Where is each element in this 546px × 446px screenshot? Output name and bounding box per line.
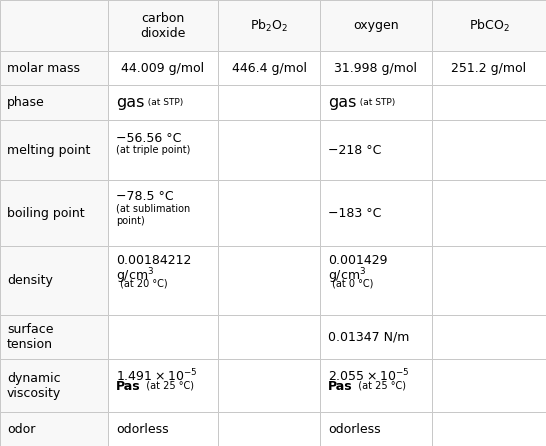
- Text: (at 25 °C): (at 25 °C): [140, 380, 194, 390]
- Text: phase: phase: [7, 96, 45, 109]
- Bar: [108, 51, 218, 85]
- Bar: [432, 246, 546, 315]
- Text: (at STP): (at STP): [142, 98, 183, 107]
- Text: surface
tension: surface tension: [7, 323, 54, 351]
- Bar: [0, 0, 108, 51]
- Text: carbon
dioxide: carbon dioxide: [140, 12, 186, 40]
- Text: Pas: Pas: [116, 380, 141, 393]
- Bar: [320, 85, 432, 120]
- Bar: [108, 246, 218, 315]
- Bar: [320, 413, 432, 446]
- Text: (at sublimation: (at sublimation: [116, 203, 190, 213]
- Text: gas: gas: [116, 95, 144, 110]
- Text: 44.009 g/mol: 44.009 g/mol: [121, 62, 205, 74]
- Text: g/cm$^3$: g/cm$^3$: [328, 266, 366, 286]
- Text: Pas: Pas: [328, 380, 353, 393]
- Bar: [218, 315, 320, 359]
- Bar: [108, 315, 218, 359]
- Text: Pb$_2$O$_2$: Pb$_2$O$_2$: [250, 17, 288, 33]
- Text: −183 °C: −183 °C: [328, 207, 381, 220]
- Text: 251.2 g/mol: 251.2 g/mol: [452, 62, 526, 74]
- Text: gas: gas: [328, 95, 357, 110]
- Bar: [320, 120, 432, 180]
- Text: 0.01347 N/m: 0.01347 N/m: [328, 331, 410, 344]
- Bar: [108, 180, 218, 246]
- Text: (at 25 °C): (at 25 °C): [352, 380, 406, 390]
- Text: point): point): [116, 216, 145, 226]
- Text: odorless: odorless: [328, 423, 381, 436]
- Text: (at 0 °C): (at 0 °C): [332, 278, 373, 289]
- Bar: [0, 315, 108, 359]
- Bar: [218, 246, 320, 315]
- Text: −56.56 °C: −56.56 °C: [116, 132, 181, 145]
- Text: odorless: odorless: [116, 423, 169, 436]
- Text: molar mass: molar mass: [7, 62, 80, 74]
- Text: odor: odor: [7, 423, 35, 436]
- Bar: [108, 0, 218, 51]
- Bar: [218, 0, 320, 51]
- Bar: [218, 85, 320, 120]
- Bar: [0, 85, 108, 120]
- Bar: [218, 413, 320, 446]
- Bar: [108, 85, 218, 120]
- Bar: [0, 180, 108, 246]
- Text: (at triple point): (at triple point): [116, 145, 191, 155]
- Bar: [320, 51, 432, 85]
- Text: g/cm$^3$: g/cm$^3$: [116, 266, 154, 286]
- Bar: [320, 0, 432, 51]
- Bar: [432, 120, 546, 180]
- Bar: [432, 359, 546, 413]
- Text: −78.5 °C: −78.5 °C: [116, 190, 174, 203]
- Bar: [320, 180, 432, 246]
- Bar: [108, 359, 218, 413]
- Bar: [432, 413, 546, 446]
- Bar: [432, 0, 546, 51]
- Text: 0.00184212: 0.00184212: [116, 254, 192, 268]
- Bar: [218, 120, 320, 180]
- Text: 31.998 g/mol: 31.998 g/mol: [335, 62, 418, 74]
- Text: $1.491\times10^{-5}$: $1.491\times10^{-5}$: [116, 368, 197, 384]
- Bar: [0, 51, 108, 85]
- Bar: [320, 315, 432, 359]
- Text: boiling point: boiling point: [7, 207, 85, 220]
- Bar: [108, 120, 218, 180]
- Text: (at 20 °C): (at 20 °C): [120, 278, 168, 289]
- Bar: [0, 120, 108, 180]
- Text: melting point: melting point: [7, 144, 91, 157]
- Bar: [320, 359, 432, 413]
- Text: oxygen: oxygen: [353, 19, 399, 32]
- Bar: [432, 315, 546, 359]
- Bar: [218, 180, 320, 246]
- Text: density: density: [7, 274, 53, 287]
- Bar: [432, 51, 546, 85]
- Text: (at STP): (at STP): [354, 98, 395, 107]
- Bar: [108, 413, 218, 446]
- Bar: [0, 359, 108, 413]
- Bar: [432, 180, 546, 246]
- Bar: [218, 359, 320, 413]
- Bar: [0, 413, 108, 446]
- Text: dynamic
viscosity: dynamic viscosity: [7, 372, 61, 400]
- Text: −218 °C: −218 °C: [328, 144, 381, 157]
- Text: PbCO$_2$: PbCO$_2$: [468, 17, 509, 33]
- Text: 446.4 g/mol: 446.4 g/mol: [232, 62, 306, 74]
- Text: 0.001429: 0.001429: [328, 254, 388, 268]
- Bar: [218, 51, 320, 85]
- Bar: [320, 246, 432, 315]
- Bar: [0, 246, 108, 315]
- Text: $2.055\times10^{-5}$: $2.055\times10^{-5}$: [328, 368, 410, 384]
- Bar: [432, 85, 546, 120]
